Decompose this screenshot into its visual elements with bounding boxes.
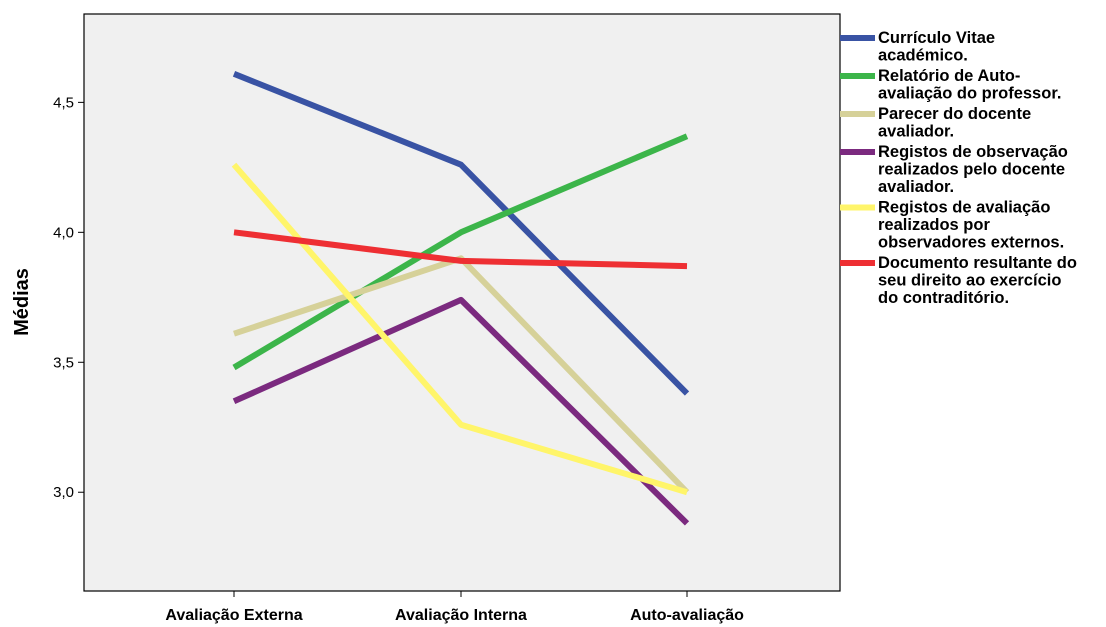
y-axis-title: Médias	[11, 268, 33, 336]
legend-label: Currículo Vitae	[878, 29, 995, 47]
series-line	[232, 71, 690, 396]
y-tick-label: 3,0	[53, 484, 74, 501]
legend-label: Registos de observação	[878, 143, 1068, 161]
legend-label: seu direito ao exercício	[878, 272, 1061, 290]
x-tick-label: Avaliação Externa	[165, 607, 302, 624]
series-line	[232, 296, 690, 526]
legend-label: avaliador.	[878, 178, 954, 196]
legend-label: Parecer do docente	[878, 105, 1031, 123]
series-line	[233, 229, 688, 270]
legend-label: avaliador.	[878, 123, 954, 141]
legend-label: Documento resultante do	[878, 254, 1077, 272]
legend-label: Relatório de Auto-	[878, 67, 1020, 85]
x-tick-label: Avaliação Interna	[395, 607, 527, 624]
series-line	[232, 133, 689, 371]
legend-label: realizados por	[878, 216, 990, 234]
legend-label: observadores externos.	[878, 234, 1064, 252]
y-tick-label: 4,0	[53, 224, 74, 241]
series-line	[231, 162, 688, 496]
legend-label: Registos de avaliação	[878, 199, 1050, 217]
legend-label: avaliação do professor.	[878, 85, 1061, 103]
y-tick-label: 3,5	[53, 354, 74, 371]
legend-label: realizados pelo docente	[878, 161, 1065, 179]
legend-label: do contraditório.	[878, 289, 1009, 307]
y-tick-label: 4,5	[53, 94, 74, 111]
x-tick-label: Auto-avaliação	[630, 607, 744, 624]
legend-label: académico.	[878, 47, 968, 65]
